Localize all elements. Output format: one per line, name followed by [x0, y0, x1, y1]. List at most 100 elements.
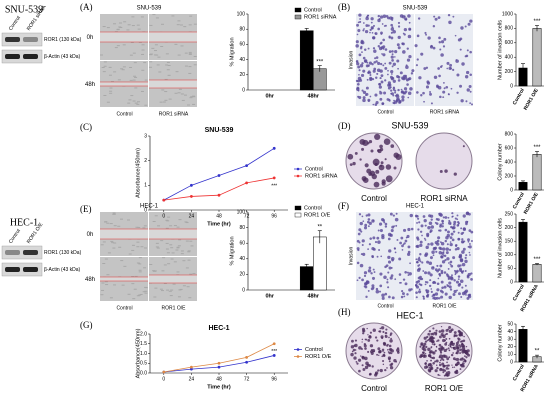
y-tick-label: 200	[505, 173, 514, 179]
invading-cell	[452, 15, 455, 18]
colony	[380, 326, 385, 330]
invading-cell	[365, 92, 369, 96]
band	[5, 37, 20, 42]
cell-texture	[102, 262, 106, 264]
colony	[425, 364, 427, 366]
invading-cell	[378, 85, 382, 89]
invading-cell	[455, 59, 458, 61]
point	[217, 361, 221, 365]
invading-cell	[382, 53, 386, 57]
colony	[419, 355, 423, 359]
invading-cell	[421, 261, 424, 264]
colony	[370, 149, 374, 153]
panel-label: (D)	[338, 121, 351, 131]
invading-cell	[367, 14, 370, 17]
cell-texture	[167, 65, 171, 67]
blot	[1, 262, 43, 277]
invading-cell	[462, 270, 465, 273]
cell-texture	[128, 253, 132, 255]
cell-texture	[143, 267, 147, 269]
invading-cell	[375, 76, 378, 79]
cell-texture	[193, 55, 197, 57]
invading-cell	[389, 212, 393, 216]
invading-cell	[386, 281, 389, 284]
invading-cell	[399, 281, 402, 284]
cell-texture	[188, 24, 192, 26]
invading-cell	[394, 217, 399, 222]
invading-cell	[406, 271, 409, 274]
invading-cell	[359, 47, 363, 50]
cell-texture	[154, 44, 158, 46]
cell-texture	[188, 51, 192, 53]
colony	[432, 327, 435, 330]
invading-cell	[448, 285, 452, 289]
invading-cell	[449, 241, 452, 243]
colony	[354, 151, 358, 155]
colony	[364, 338, 366, 340]
colony	[372, 328, 376, 332]
cell-texture	[162, 101, 166, 103]
colony	[390, 337, 392, 340]
cell-texture	[176, 247, 180, 249]
cell-texture	[179, 288, 183, 290]
point	[272, 342, 276, 346]
colony	[459, 345, 462, 348]
colony	[367, 350, 370, 354]
invading-cell	[369, 71, 372, 74]
invading-cell	[356, 279, 359, 282]
invading-cell	[398, 257, 402, 261]
invading-cell	[356, 87, 360, 91]
invading-cell	[360, 230, 363, 233]
colony	[431, 356, 434, 360]
colony	[453, 331, 457, 334]
cell-texture	[149, 53, 153, 55]
invading-cell	[449, 236, 453, 240]
colony	[442, 371, 445, 374]
cell-texture	[176, 271, 180, 273]
point	[190, 195, 193, 198]
invading-cell	[391, 53, 394, 56]
invading-cell	[385, 14, 389, 18]
invading-cell	[407, 227, 411, 232]
invading-cell	[465, 100, 468, 103]
colony	[424, 340, 428, 343]
colony	[439, 169, 443, 173]
invading-cell	[378, 46, 383, 51]
cell-texture	[165, 53, 169, 55]
cell-texture	[116, 45, 120, 47]
colony	[445, 366, 449, 370]
invading-cell	[362, 90, 367, 95]
colony	[459, 348, 462, 352]
invading-cell	[415, 291, 418, 294]
cell-texture	[141, 44, 145, 46]
cell-texture	[188, 53, 192, 55]
invading-cell	[380, 41, 383, 44]
invading-cell	[470, 240, 473, 242]
invading-cell	[429, 230, 432, 234]
micrograph	[415, 14, 473, 106]
image-title: HEC-1	[406, 204, 425, 210]
cell-texture	[118, 22, 122, 24]
colony	[366, 327, 368, 330]
invading-cell	[422, 270, 425, 272]
colony	[465, 345, 468, 348]
invading-cell	[371, 256, 374, 259]
cell-texture	[174, 43, 178, 45]
invading-cell	[363, 271, 368, 275]
invading-cell	[377, 27, 380, 31]
invading-cell	[390, 266, 393, 269]
cell-texture	[188, 72, 192, 74]
invading-cell	[457, 38, 462, 42]
cell-texture	[132, 52, 136, 54]
invading-cell	[430, 44, 433, 48]
invading-cell	[356, 33, 359, 36]
cell-texture	[178, 88, 182, 90]
colony	[388, 336, 390, 339]
invading-cell	[358, 213, 362, 216]
invading-cell	[415, 64, 418, 67]
invading-cell	[405, 64, 408, 67]
colony	[455, 352, 458, 355]
invading-cell	[408, 77, 412, 81]
invading-cell	[460, 26, 464, 30]
invading-cell	[407, 14, 411, 18]
